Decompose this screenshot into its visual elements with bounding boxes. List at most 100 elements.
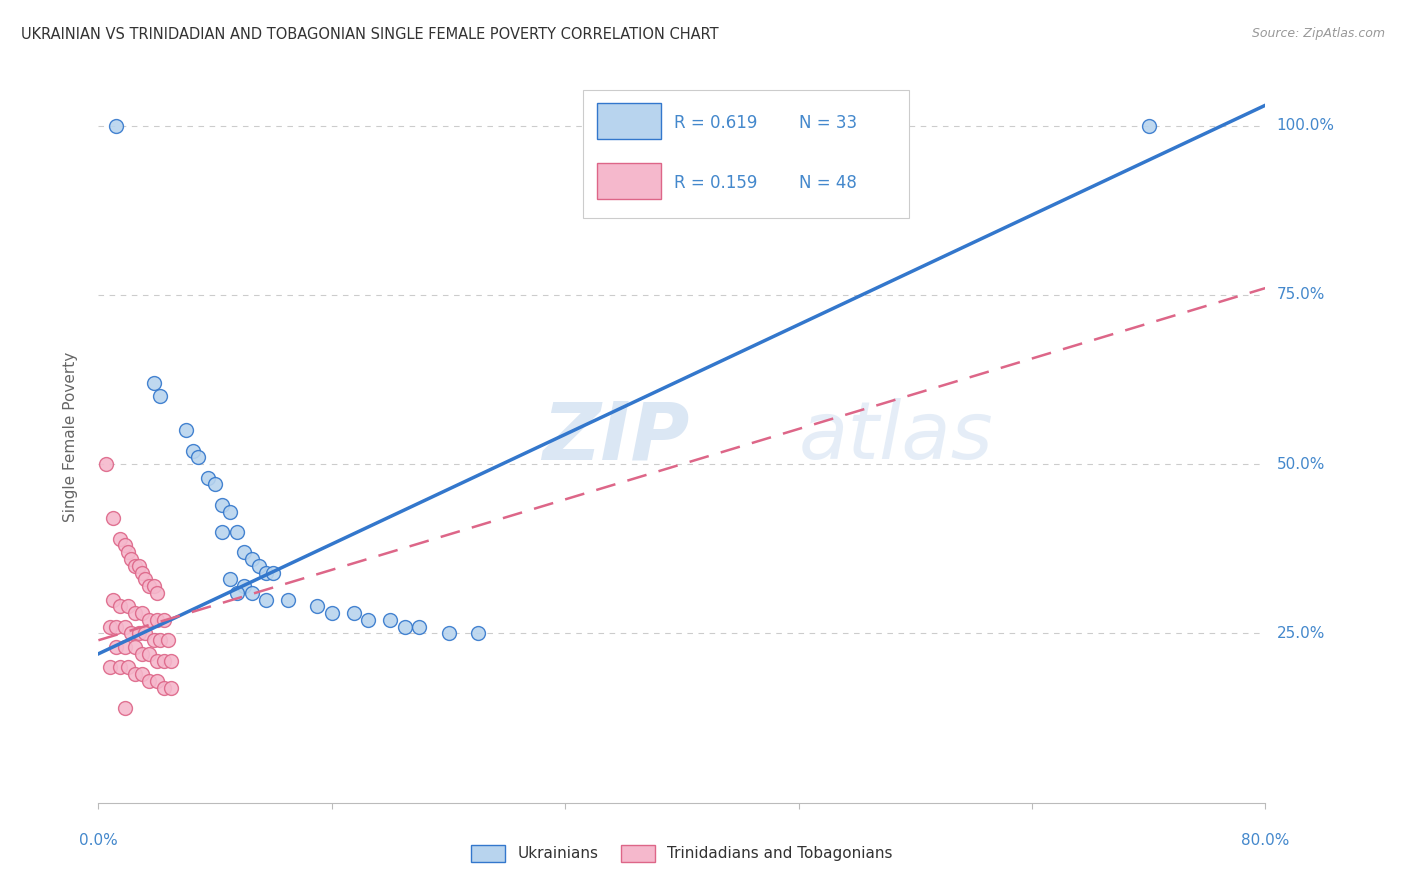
- Point: [124, 667, 146, 681]
- Point: [131, 647, 153, 661]
- Point: [134, 572, 156, 586]
- Point: [211, 524, 233, 539]
- Point: [120, 626, 142, 640]
- Point: [437, 626, 460, 640]
- Point: [138, 673, 160, 688]
- Point: [149, 633, 172, 648]
- Point: [160, 681, 183, 695]
- Point: [98, 620, 121, 634]
- Point: [146, 673, 169, 688]
- Point: [218, 572, 240, 586]
- Point: [197, 471, 219, 485]
- Point: [262, 566, 284, 580]
- Point: [128, 626, 150, 640]
- Point: [134, 626, 156, 640]
- Point: [117, 660, 139, 674]
- Point: [343, 606, 366, 620]
- Point: [117, 545, 139, 559]
- Point: [277, 592, 299, 607]
- Point: [153, 681, 176, 695]
- Point: [149, 389, 172, 403]
- Point: [187, 450, 209, 465]
- Text: 50.0%: 50.0%: [1277, 457, 1324, 472]
- Legend: Ukrainians, Trinidadians and Tobagonians: Ukrainians, Trinidadians and Tobagonians: [465, 838, 898, 868]
- FancyBboxPatch shape: [582, 89, 910, 218]
- Point: [104, 119, 127, 133]
- Point: [114, 640, 136, 654]
- Point: [131, 606, 153, 620]
- Text: R = 0.619: R = 0.619: [673, 113, 756, 131]
- Text: 75.0%: 75.0%: [1277, 287, 1324, 302]
- Point: [110, 532, 132, 546]
- Point: [142, 633, 165, 648]
- Bar: [596, 163, 661, 200]
- Point: [467, 626, 489, 640]
- Point: [254, 592, 277, 607]
- Text: Source: ZipAtlas.com: Source: ZipAtlas.com: [1251, 27, 1385, 40]
- Point: [138, 647, 160, 661]
- Point: [124, 606, 146, 620]
- Point: [321, 606, 343, 620]
- Point: [120, 552, 142, 566]
- Bar: [596, 103, 661, 139]
- Text: UKRAINIAN VS TRINIDADIAN AND TOBAGONIAN SINGLE FEMALE POVERTY CORRELATION CHART: UKRAINIAN VS TRINIDADIAN AND TOBAGONIAN …: [21, 27, 718, 42]
- Point: [357, 613, 380, 627]
- Point: [254, 566, 277, 580]
- Point: [226, 524, 249, 539]
- Point: [394, 620, 416, 634]
- Y-axis label: Single Female Poverty: Single Female Poverty: [63, 352, 77, 522]
- Point: [233, 579, 256, 593]
- Text: atlas: atlas: [799, 398, 994, 476]
- Point: [110, 599, 132, 614]
- Point: [142, 579, 165, 593]
- Point: [204, 477, 226, 491]
- Point: [380, 613, 402, 627]
- Point: [307, 599, 329, 614]
- Point: [153, 654, 176, 668]
- Point: [114, 538, 136, 552]
- Point: [1137, 119, 1160, 133]
- Text: 25.0%: 25.0%: [1277, 626, 1324, 641]
- Point: [408, 620, 430, 634]
- Point: [146, 613, 169, 627]
- Point: [104, 620, 127, 634]
- Text: R = 0.159: R = 0.159: [673, 174, 756, 193]
- Point: [226, 586, 249, 600]
- Point: [114, 701, 136, 715]
- Point: [131, 566, 153, 580]
- Point: [247, 558, 270, 573]
- Point: [174, 423, 197, 437]
- Text: 100.0%: 100.0%: [1277, 118, 1334, 133]
- Point: [117, 599, 139, 614]
- Point: [142, 376, 165, 390]
- Text: ZIP: ZIP: [541, 398, 689, 476]
- Point: [110, 660, 132, 674]
- Point: [146, 654, 169, 668]
- Point: [124, 558, 146, 573]
- Point: [240, 552, 263, 566]
- Text: 80.0%: 80.0%: [1241, 833, 1289, 848]
- Point: [128, 558, 150, 573]
- Point: [218, 505, 240, 519]
- Point: [104, 640, 127, 654]
- Point: [94, 457, 117, 471]
- Point: [138, 613, 160, 627]
- Point: [233, 545, 256, 559]
- Point: [153, 613, 176, 627]
- Point: [138, 579, 160, 593]
- Point: [240, 586, 263, 600]
- Text: N = 33: N = 33: [799, 113, 856, 131]
- Point: [211, 498, 233, 512]
- Point: [98, 660, 121, 674]
- Point: [146, 586, 169, 600]
- Point: [131, 667, 153, 681]
- Text: N = 48: N = 48: [799, 174, 856, 193]
- Point: [124, 640, 146, 654]
- Point: [181, 443, 204, 458]
- Text: 0.0%: 0.0%: [79, 833, 118, 848]
- Point: [114, 620, 136, 634]
- Point: [101, 592, 124, 607]
- Point: [160, 654, 183, 668]
- Point: [157, 633, 180, 648]
- Point: [101, 511, 124, 525]
